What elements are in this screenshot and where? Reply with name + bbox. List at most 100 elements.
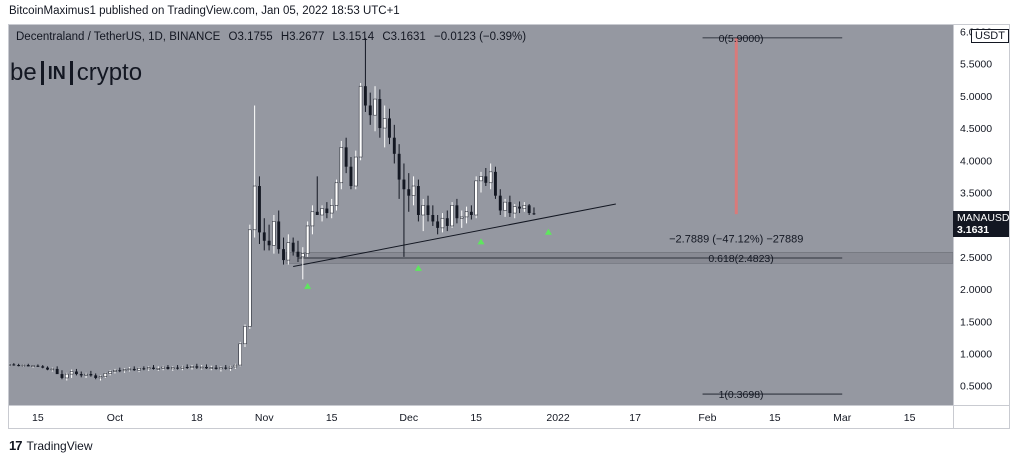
price-tick-label: 0.5000 [960, 381, 992, 393]
legend-open: O3.1755 [228, 31, 273, 43]
candle-body [238, 343, 242, 366]
candle-body [272, 221, 276, 246]
time-tick-label: 18 [191, 412, 203, 424]
candle-body [228, 366, 233, 369]
candle-body [460, 216, 464, 219]
candle-body [65, 373, 69, 379]
candle-body [301, 253, 305, 258]
candle-body [46, 367, 49, 370]
candle-body [494, 171, 497, 196]
candle-body [258, 186, 261, 233]
candle-body [9, 364, 11, 366]
candle-body [166, 367, 170, 369]
candle-body [518, 206, 521, 209]
candle-body [339, 147, 344, 184]
candle-body [132, 368, 136, 371]
candle-body [488, 171, 493, 184]
candle-body [277, 221, 281, 250]
candle-body [378, 99, 382, 129]
time-tick-label: 15 [904, 412, 916, 424]
candle-body [334, 182, 339, 206]
fib-level-label: 1(0.3698) [719, 389, 764, 401]
candle-body [79, 374, 83, 376]
candle-body [69, 371, 74, 375]
candle-body [185, 367, 189, 368]
candle-body [152, 367, 155, 369]
symbol-legend: Decentraland / TetherUS, 1D, BINANCE O3.… [16, 31, 526, 43]
candle-body [214, 367, 218, 369]
candle-body [354, 156, 358, 187]
published-line: BitcoinMaximus1 published on TradingView… [9, 5, 400, 17]
candle-body [17, 365, 21, 367]
candle-body [532, 213, 536, 215]
tradingview-footer[interactable]: 17 TradingView [9, 438, 93, 453]
candle-body [122, 369, 127, 372]
candle-body [508, 202, 512, 214]
time-tick-label: 15 [32, 412, 44, 424]
candle-body [205, 367, 208, 369]
fib-level-label: 0(5.9000) [719, 33, 764, 45]
candle-body [195, 366, 199, 368]
candle-body [137, 368, 141, 371]
logo-in: IN [40, 61, 73, 85]
candle-body [426, 205, 430, 215]
time-tick-label: Mar [833, 412, 852, 424]
candle-body [291, 242, 295, 252]
candle-body [233, 364, 238, 368]
scale-corner [953, 405, 1009, 428]
candle-body [484, 176, 488, 183]
candle-body [286, 242, 291, 261]
candle-body [527, 205, 531, 214]
logo-crypto: crypto [76, 59, 143, 86]
time-tick-label: 15 [326, 412, 338, 424]
candle-body [142, 368, 146, 370]
price-tick-label: 2.5000 [960, 252, 992, 264]
candle-body [180, 366, 185, 369]
candle-body [21, 364, 26, 367]
candle-body [262, 232, 266, 241]
price-tick-label: 4.5000 [960, 123, 992, 135]
candle-body [219, 367, 223, 370]
candle-body [89, 374, 93, 376]
time-tick-label: Oct [107, 412, 123, 424]
time-tick-label: 17 [629, 412, 641, 424]
candle-body [368, 105, 372, 116]
support-arrow-icon [414, 264, 422, 271]
last-price-tag: MANAUSDT 3.1631 06:06:22 [953, 211, 1016, 248]
candle-body [94, 375, 98, 378]
candle-body [199, 366, 204, 369]
beincrypto-logo: be IN crypto [10, 58, 142, 88]
candle-body [411, 185, 416, 196]
tradingview-logo-icon: 17 [9, 438, 23, 453]
candle-body [161, 366, 165, 369]
candle-body [388, 118, 391, 138]
time-tick-label: Feb [698, 412, 716, 424]
footer-brand: TradingView [26, 438, 93, 453]
price-tick-label: 1.0000 [960, 348, 992, 360]
price-tick-label: 3.5000 [960, 187, 992, 199]
time-axis: 15 Oct 18 Nov 15 Dec 15 2022 17 Feb 15 Mar 15 [32, 412, 916, 424]
candle-body [12, 364, 16, 366]
legend-close: C3.1631 [382, 31, 426, 43]
candle-body [50, 368, 55, 371]
legend-change: −0.0123 (−0.39%) [434, 31, 527, 43]
candle-body [431, 215, 435, 222]
support-arrow-icon [477, 238, 485, 245]
price-tick-label: 5.5000 [960, 59, 992, 71]
candle-body [373, 98, 377, 116]
candle-body [479, 176, 483, 182]
currency-unit-badge[interactable]: USDT [971, 29, 1009, 43]
candle-body [513, 206, 517, 214]
candle-body [310, 211, 315, 227]
candle-body [113, 369, 117, 372]
time-scale[interactable]: 15 Oct 18 Nov 15 Dec 15 2022 17 Feb 15 Mar 15 [9, 405, 953, 428]
candle-body [498, 195, 502, 211]
candle-body [349, 166, 353, 187]
candle-body [55, 368, 59, 375]
plot-area[interactable]: −2.7889 (−47.12%) −27889 0(5.9000) 0.618(2… [9, 25, 953, 405]
candle-body [146, 367, 151, 370]
candle-body [26, 365, 30, 367]
price-chart[interactable]: −2.7889 (−47.12%) −27889 0(5.9000) 0.618(2… [9, 25, 953, 405]
time-tick-label: Dec [399, 412, 418, 424]
time-tick-label: Nov [255, 412, 274, 424]
